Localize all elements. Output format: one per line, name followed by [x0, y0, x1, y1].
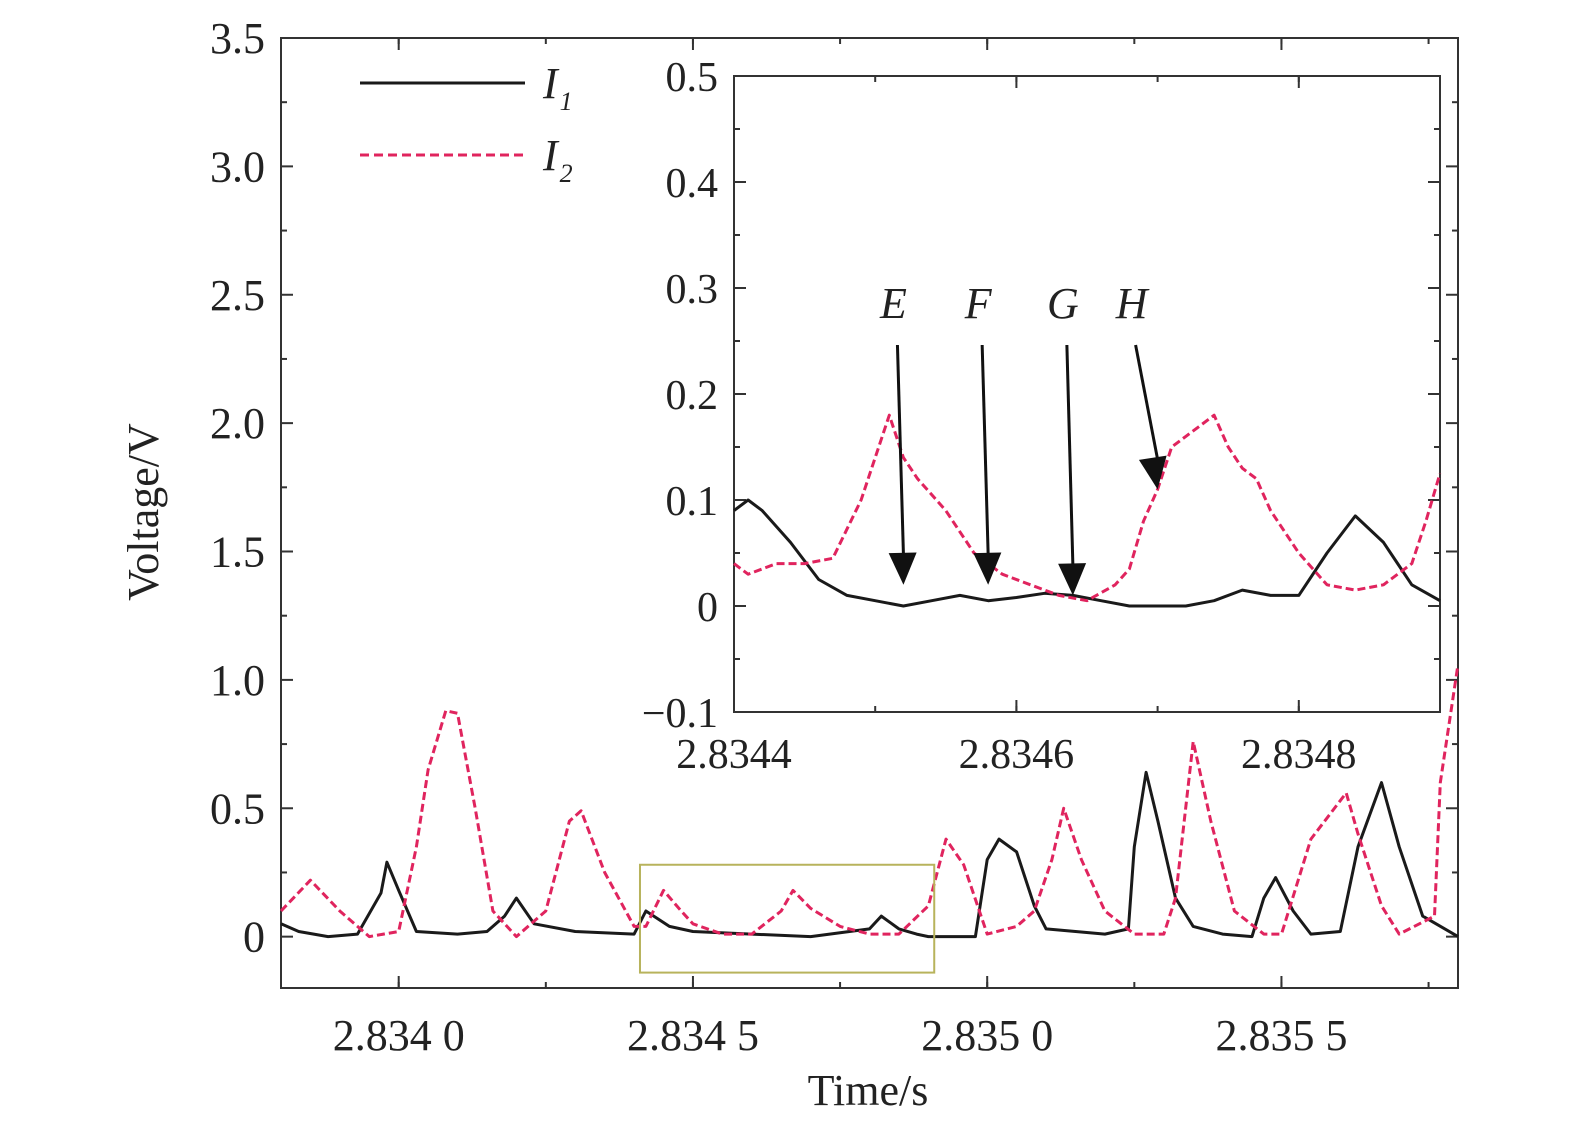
legend: I1 I2: [360, 59, 573, 188]
annotation-label-h: H: [1115, 279, 1150, 328]
main-series-i1-line: [280, 770, 1459, 939]
inset-x-tick-label: 2.8344: [676, 732, 792, 778]
main-y-tick-label: 3.0: [210, 142, 265, 191]
inset-y-tick-label: 0.1: [666, 479, 719, 525]
annotation-arrow-g-head: [1058, 563, 1087, 596]
inset-y-tick-label: 0.4: [666, 161, 719, 207]
inset-y-tick-label: 0: [697, 585, 718, 631]
main-x-tick-label: 2.835 0: [921, 1011, 1053, 1060]
inset-y-tick-label: 0.2: [666, 373, 719, 419]
main-x-tick-label: 2.834 0: [333, 1011, 465, 1060]
main-y-tick-label: 0: [243, 913, 265, 962]
annotation-arrow-e-head: [888, 552, 917, 585]
x-axis-title: Time/s: [808, 1066, 929, 1115]
annotation-label-e: E: [879, 279, 907, 328]
main-x-tick-label: 2.834 5: [627, 1011, 759, 1060]
annotation-arrow-h-head: [1138, 455, 1167, 490]
inset-series-i2-line: [733, 413, 1442, 603]
inset-plot: −0.1 0 0.1 0.2 0.3 0.4 0.5 2.8344 2.8346 2.8348 E F…: [642, 55, 1442, 778]
annotation-arrow-f-head: [973, 552, 1002, 585]
main-y-tick-label: 1.5: [210, 528, 265, 577]
annotation-arrow-e-shaft: [895, 344, 905, 555]
main-x-tick-label: 2.835 5: [1215, 1011, 1347, 1060]
main-y-tick-label: 2.5: [210, 271, 265, 320]
main-y-tick-label: 3.5: [210, 14, 265, 63]
annotation-label-g: G: [1047, 279, 1079, 328]
main-y-tick-label: 0.5: [210, 784, 265, 833]
inset-series-i1-line: [733, 498, 1441, 608]
y-axis-title: Voltage/V: [119, 423, 168, 601]
annotation-arrow-g-shaft: [1065, 344, 1075, 566]
annotation-arrow-h-shaft: [1134, 344, 1160, 460]
main-y-tick-label: 1.0: [210, 656, 265, 705]
inset-y-tick-label: −0.1: [642, 691, 718, 737]
inset-x-tick-label: 2.8346: [959, 732, 1075, 778]
inset-x-tick-label: 2.8348: [1241, 732, 1357, 778]
annotation-arrow-f-shaft: [980, 344, 990, 555]
annotation-label-f: F: [964, 279, 993, 328]
legend-label-i2: I2: [542, 131, 573, 188]
inset-y-tick-label: 0.3: [666, 267, 719, 313]
inset-frame: [733, 75, 1441, 713]
legend-label-i1: I1: [542, 59, 573, 116]
inset-y-tick-label: 0.5: [666, 55, 719, 101]
main-y-tick-label: 2.0: [210, 399, 265, 448]
main-highlight-box: [638, 863, 936, 974]
main-series-i2-line: [279, 664, 1460, 939]
